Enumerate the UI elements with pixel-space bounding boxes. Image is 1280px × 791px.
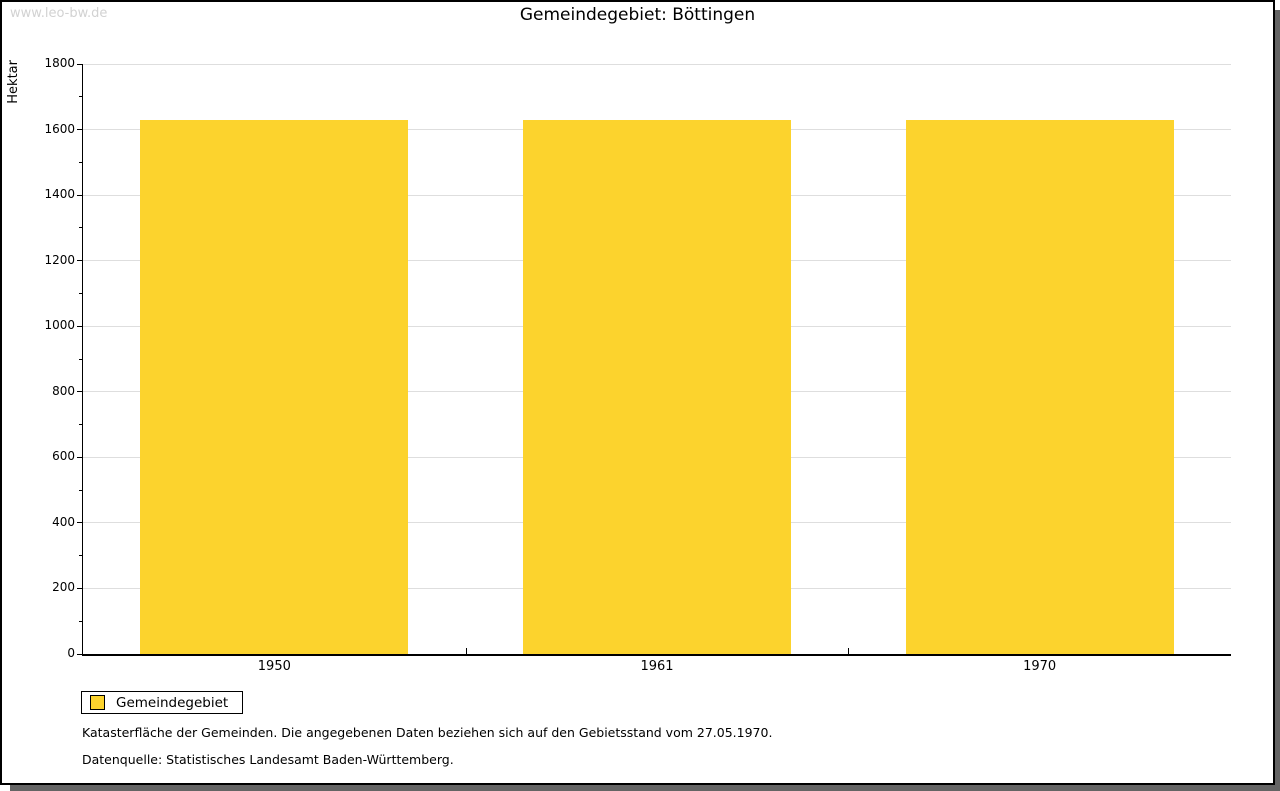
y-tick-label: 1800 [44, 56, 75, 70]
y-tick-minor [79, 227, 83, 229]
y-tick-label: 1400 [44, 187, 75, 202]
y-tick-minor [79, 555, 83, 557]
y-tick-major [77, 522, 83, 524]
y-tick-major [77, 587, 83, 589]
y-tick-label: 200 [52, 580, 75, 595]
y-tick-minor [79, 96, 83, 98]
legend: Gemeindegebiet [81, 691, 244, 714]
chart-title: Gemeindegebiet: Böttingen [519, 5, 756, 25]
y-tick-minor [79, 292, 83, 294]
y-tick-major [77, 260, 83, 262]
y-tick-major [77, 653, 83, 655]
y-tick-minor [79, 358, 83, 360]
bar [523, 119, 791, 654]
y-tick-label: 400 [52, 514, 75, 529]
y-tick-label: 800 [52, 383, 75, 398]
plot-area: 0 200 400 600 800 1000 1200 1400 1600 1800 1950 196… [44, 56, 1231, 674]
y-tick-minor [79, 424, 83, 426]
x-tick-label: 1970 [1023, 659, 1057, 674]
y-tick-major [77, 194, 83, 196]
x-tick [848, 648, 850, 654]
bar [905, 119, 1174, 654]
footnote-data-source: Datenquelle: Statistisches Landesamt Bad… [82, 752, 454, 767]
y-tick-label: 600 [52, 449, 75, 464]
footnote-source-note: Katasterfläche der Gemeinden. Die angege… [82, 725, 773, 740]
y-tick-major [77, 325, 83, 327]
legend-label: Gemeindegebiet [116, 694, 229, 711]
x-tick [465, 648, 467, 654]
y-tick-label: 0 [67, 646, 75, 660]
y-tick-label: 1600 [44, 121, 75, 136]
frame-shadow-bottom [10, 785, 1275, 791]
y-tick-minor [79, 161, 83, 163]
x-tick-label: 1961 [640, 659, 674, 674]
x-tick-label: 1950 [257, 659, 291, 674]
watermark: www.leo-bw.de [10, 6, 108, 21]
y-tick-label: 1200 [44, 252, 75, 267]
legend-swatch [90, 695, 105, 710]
frame-shadow-right [1275, 10, 1280, 791]
y-tick-major [77, 391, 83, 393]
y-tick-label: 1000 [44, 318, 75, 333]
y-axis-label: Hektar [6, 60, 21, 104]
y-tick-major [77, 456, 83, 458]
gridline [83, 64, 1231, 65]
y-tick-major [77, 63, 83, 65]
y-tick-major [77, 129, 83, 131]
bar [140, 119, 409, 654]
y-tick-minor [79, 489, 83, 491]
y-tick-minor [79, 620, 83, 622]
